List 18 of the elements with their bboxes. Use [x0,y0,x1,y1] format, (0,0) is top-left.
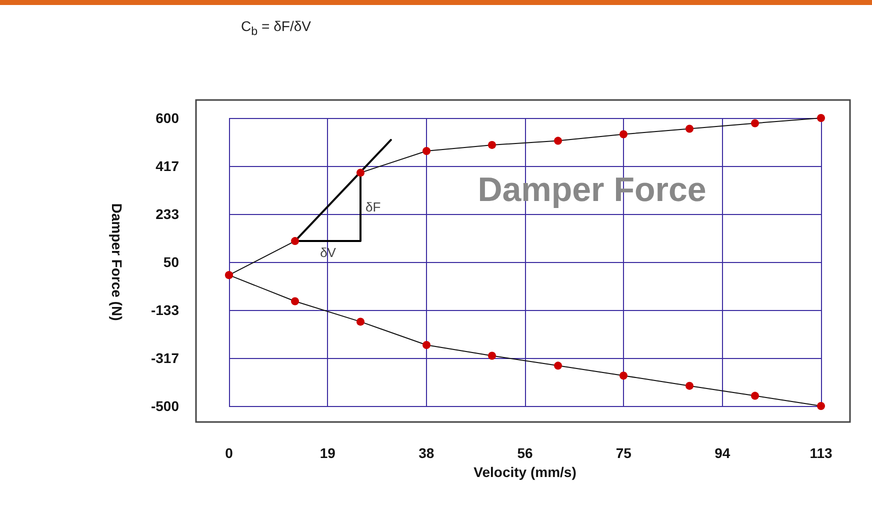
annotation: δF [365,200,381,215]
chart-title: C$_{b}$ = δF/δV [240,18,312,38]
x-tick-label: 94 [714,445,730,461]
y-axis-title: Damper Force (N) [109,203,125,321]
y-tick-label: 233 [156,206,180,222]
y-tick-label: 417 [156,158,180,174]
y-tick-label: 50 [163,254,180,270]
x-tick-label: 56 [517,445,533,461]
y-tick-label: -133 [150,302,180,318]
x-axis-title: Velocity (mm/s) [474,464,576,480]
y-tick-label: -317 [150,350,180,366]
x-tick-label: 75 [616,445,632,461]
x-tick-label: 113 [810,445,833,461]
y-tick-label: -500 [150,398,180,414]
x-tick-label: 38 [418,445,434,461]
x-tick-label: 19 [320,445,336,461]
x-tick-label: 0 [225,445,234,461]
y-tick-label: 600 [156,110,180,126]
